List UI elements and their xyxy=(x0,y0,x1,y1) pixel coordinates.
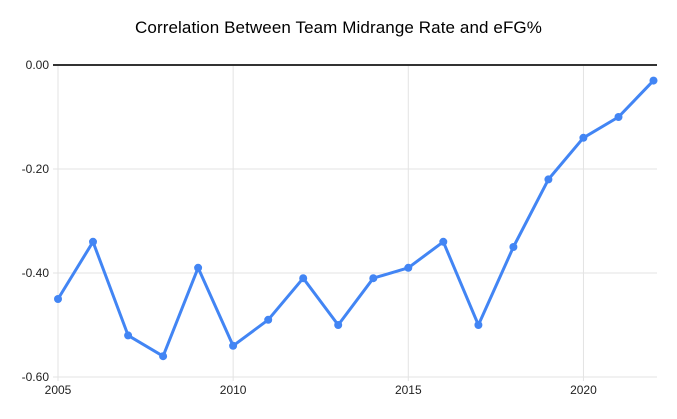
data-point xyxy=(404,263,413,272)
chart-title: Correlation Between Team Midrange Rate a… xyxy=(135,18,542,37)
data-point xyxy=(474,321,483,329)
data-point xyxy=(54,295,62,303)
data-point xyxy=(264,315,273,324)
data-point xyxy=(614,113,623,121)
data-point xyxy=(89,237,97,246)
data-point xyxy=(124,331,133,340)
data-point xyxy=(509,243,518,251)
data-point xyxy=(369,274,378,283)
x-axis-tick-label: 2015 xyxy=(395,383,422,397)
data-point xyxy=(194,263,203,272)
x-axis-tick-label: 2010 xyxy=(220,383,247,397)
data-point xyxy=(579,133,588,142)
data-point xyxy=(159,352,168,361)
data-point xyxy=(439,237,448,246)
data-point xyxy=(334,321,343,329)
y-axis-tick-label: -0.40 xyxy=(22,266,50,280)
series-line xyxy=(56,79,655,358)
y-axis-tick-label: 0.00 xyxy=(26,58,50,72)
data-point xyxy=(649,76,658,85)
x-axis-tick-label: 2005 xyxy=(45,383,72,397)
data-point xyxy=(544,175,553,184)
y-axis-tick-label: -0.20 xyxy=(22,162,50,176)
x-axis-tick-label: 2020 xyxy=(570,383,597,397)
y-axis-tick-label: -0.60 xyxy=(22,370,50,384)
data-point xyxy=(229,341,238,350)
data-point xyxy=(299,274,308,283)
